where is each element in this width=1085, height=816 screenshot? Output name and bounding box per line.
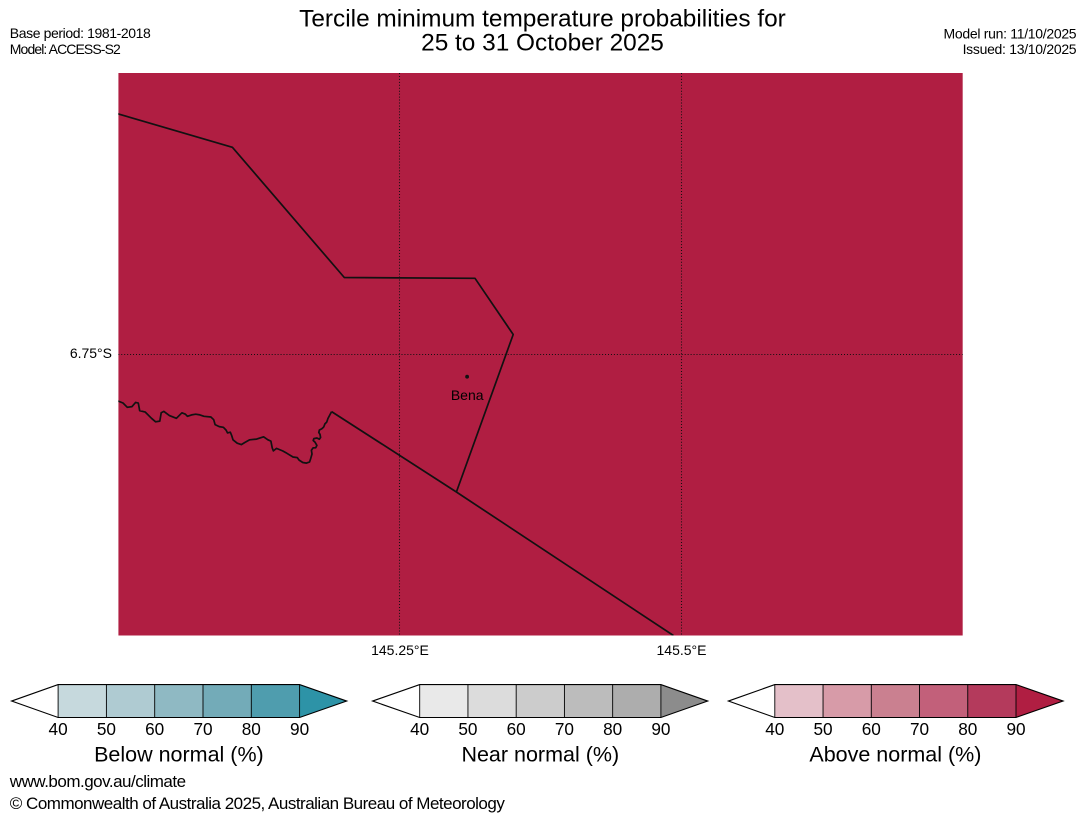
svg-text:145.5°E: 145.5°E [657,642,707,658]
svg-text:50: 50 [97,719,116,739]
svg-text:Above normal (%): Above normal (%) [809,743,981,767]
svg-text:70: 70 [910,719,929,739]
svg-text:Base period: 1981-2018: Base period: 1981-2018 [10,25,151,41]
svg-text:90: 90 [651,719,670,739]
svg-text:90: 90 [290,719,309,739]
svg-text:50: 50 [458,719,477,739]
svg-text:60: 60 [145,719,164,739]
svg-text:90: 90 [1006,719,1025,739]
svg-text:Below normal (%): Below normal (%) [94,743,264,767]
svg-text:Model: ACCESS-S2: Model: ACCESS-S2 [10,41,121,57]
svg-text:© Commonwealth of Australia 20: © Commonwealth of Australia 2025, Austra… [10,794,506,813]
svg-text:145.25°E: 145.25°E [371,642,429,658]
svg-text:Model run: 11/10/2025: Model run: 11/10/2025 [944,26,1077,42]
svg-text:www.bom.gov.au/climate: www.bom.gov.au/climate [9,772,186,791]
svg-text:25 to 31 October 2025: 25 to 31 October 2025 [421,30,664,57]
svg-text:60: 60 [862,719,881,739]
svg-text:70: 70 [555,719,574,739]
svg-text:80: 80 [958,719,977,739]
svg-text:80: 80 [603,719,622,739]
svg-text:80: 80 [242,719,261,739]
svg-text:Bena: Bena [451,387,484,403]
svg-text:Near normal (%): Near normal (%) [461,743,619,767]
svg-text:40: 40 [765,719,784,739]
svg-text:70: 70 [193,719,212,739]
svg-text:Issued: 13/10/2025: Issued: 13/10/2025 [963,41,1077,57]
svg-text:60: 60 [507,719,526,739]
svg-text:40: 40 [49,719,68,739]
svg-text:6.75°S: 6.75°S [70,345,112,361]
svg-text:Tercile minimum temperature pr: Tercile minimum temperature probabilitie… [299,6,786,33]
svg-text:50: 50 [813,719,832,739]
svg-text:40: 40 [410,719,429,739]
